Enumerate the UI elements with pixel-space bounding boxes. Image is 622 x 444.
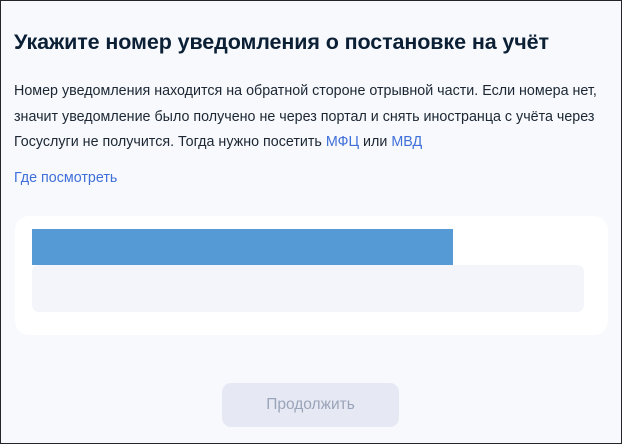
mvd-link[interactable]: МВД: [391, 134, 423, 151]
description-part-2: или: [359, 134, 392, 151]
mfc-link[interactable]: МФЦ: [325, 134, 360, 151]
where-to-look-link[interactable]: Где посмотреть: [14, 170, 118, 186]
notification-number-card: [15, 216, 608, 335]
page-title: Укажите номер уведомления о постановке н…: [14, 30, 549, 55]
continue-button[interactable]: Продолжить: [222, 383, 399, 427]
redaction-bar: [32, 229, 453, 265]
description-part-1: Номер уведомления находится на обратной …: [14, 83, 597, 151]
notification-number-input[interactable]: [32, 265, 584, 312]
description-text: Номер уведомления находится на обратной …: [14, 79, 603, 156]
